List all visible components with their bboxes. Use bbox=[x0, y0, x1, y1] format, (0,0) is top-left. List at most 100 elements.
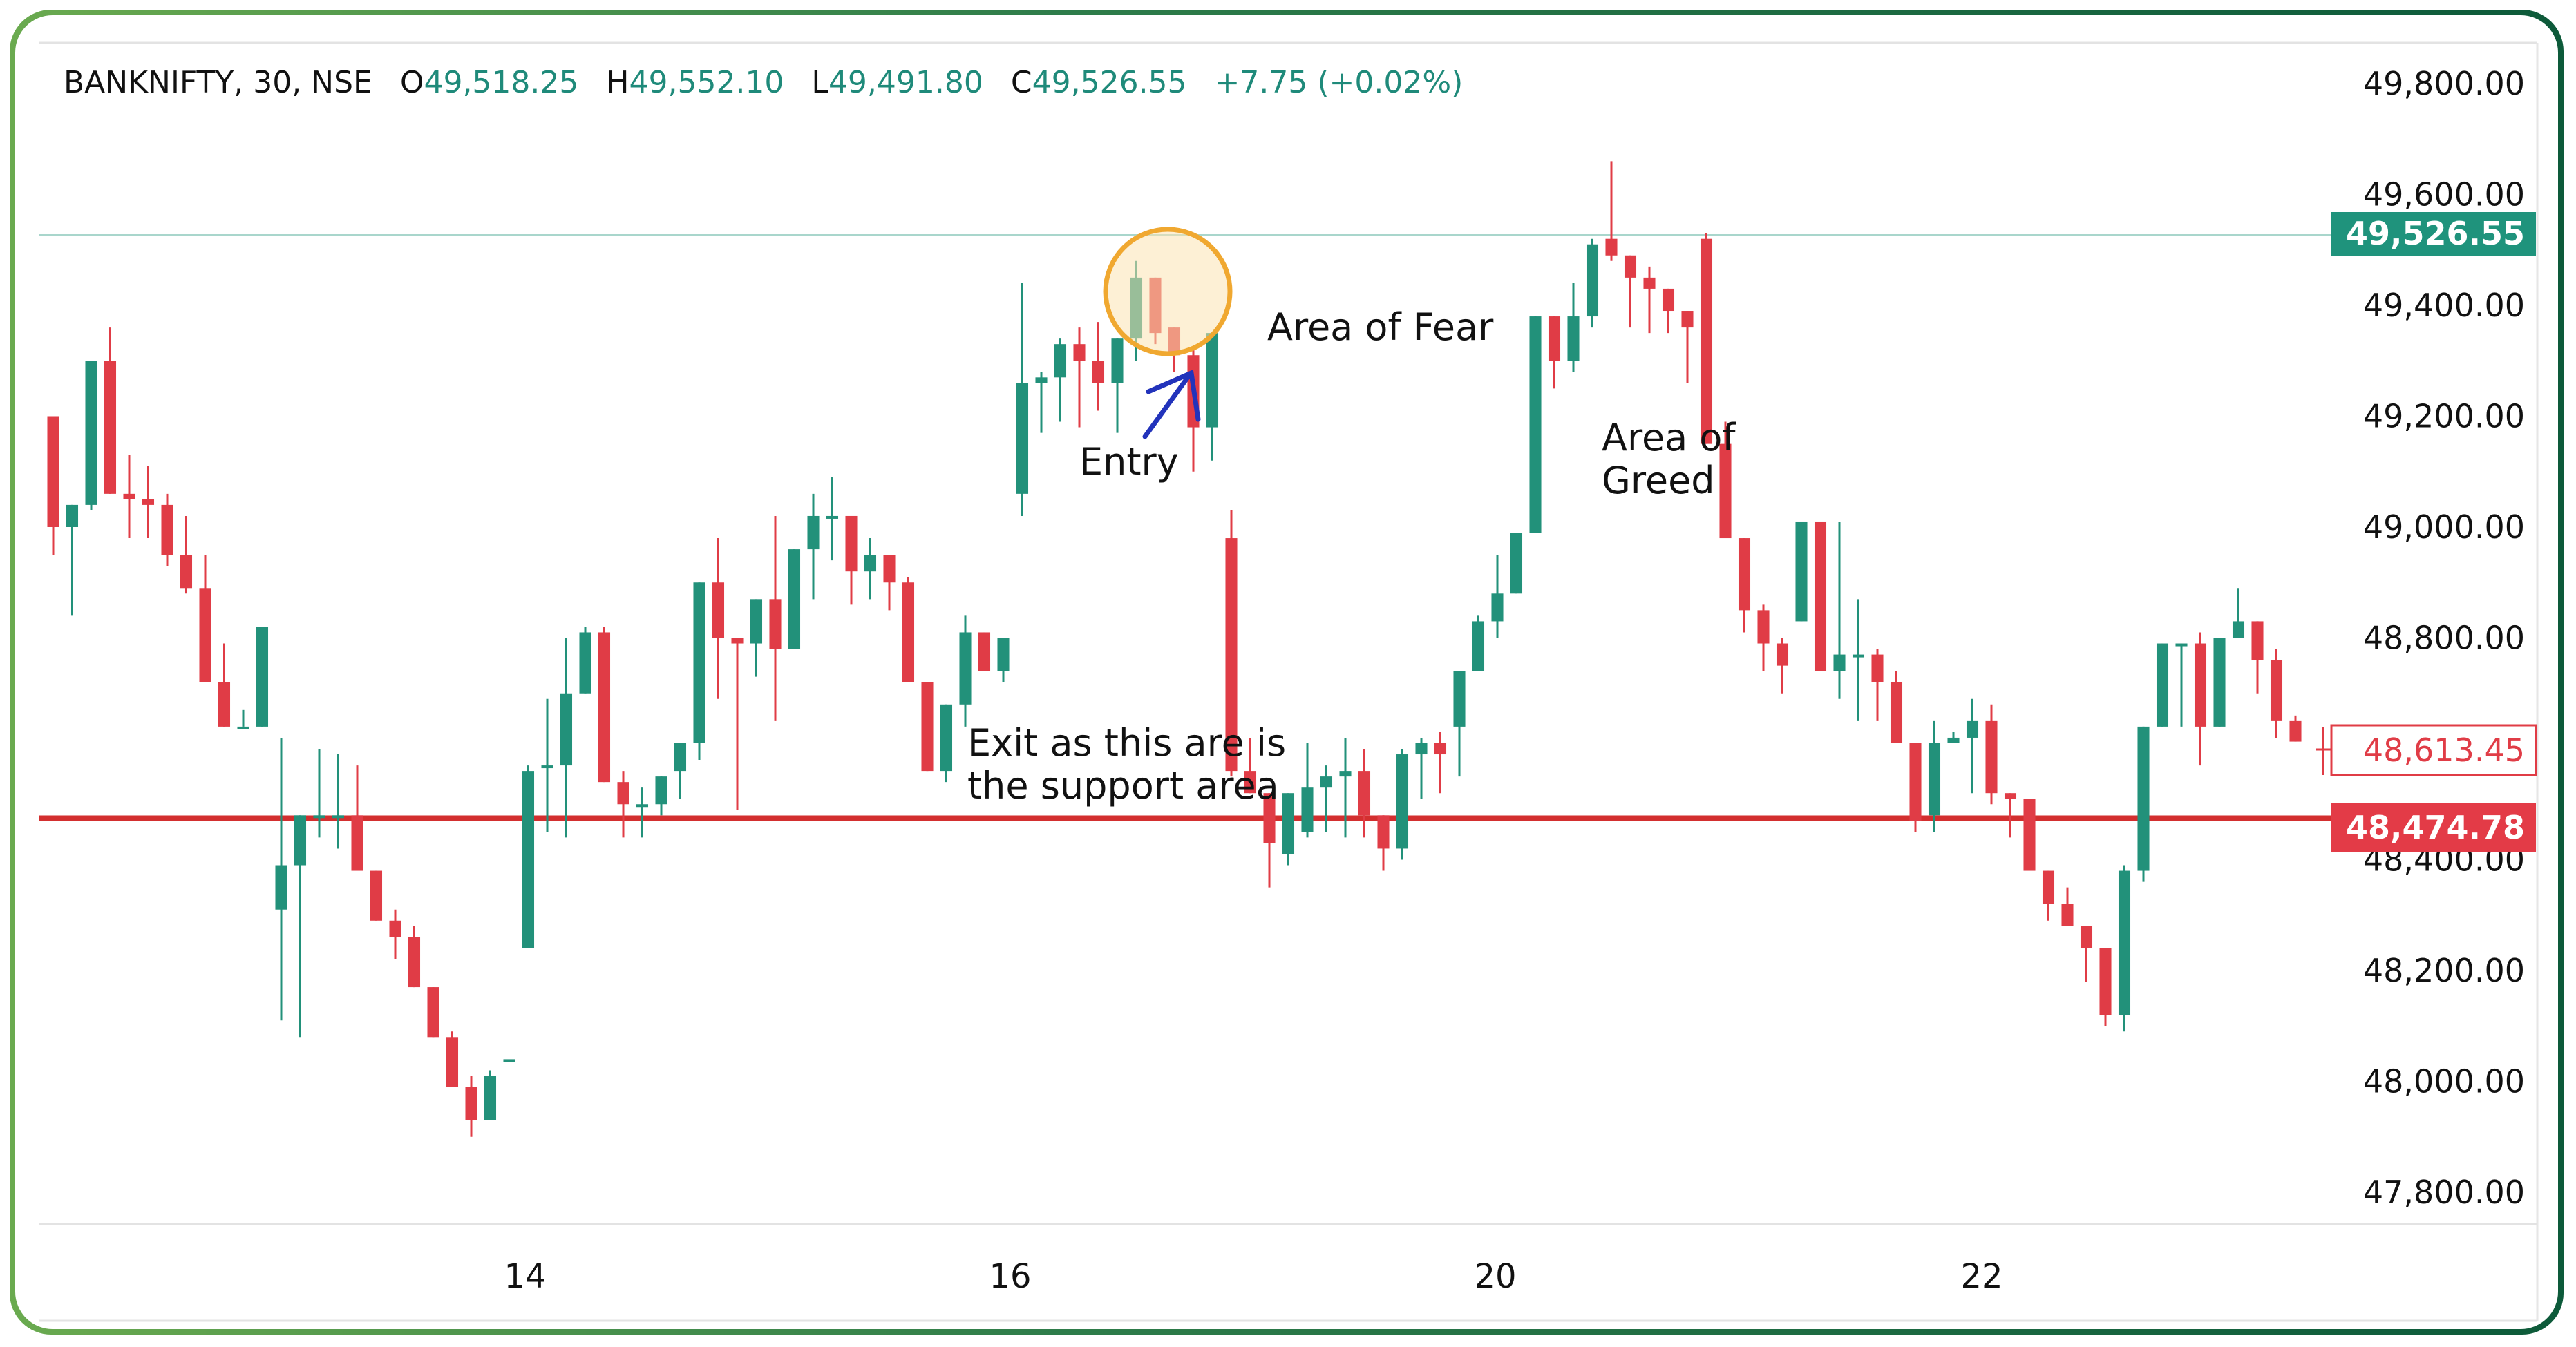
candle bbox=[199, 555, 211, 682]
price-tick-label: 49,600.00 bbox=[2363, 176, 2525, 213]
candle bbox=[883, 555, 896, 611]
candle bbox=[370, 870, 383, 921]
candle bbox=[674, 743, 687, 799]
candle bbox=[598, 627, 611, 783]
candle bbox=[902, 577, 915, 682]
price-tick-label: 49,200.00 bbox=[2363, 398, 2525, 435]
support-price-tag: 48,474.78 bbox=[2331, 803, 2536, 852]
time-axis[interactable]: 14 16 20 22 bbox=[504, 1257, 2002, 1296]
close-value: 49,526.55 bbox=[1032, 65, 1187, 100]
candle bbox=[864, 538, 877, 600]
time-tick-label: 20 bbox=[1474, 1257, 1516, 1296]
candle bbox=[465, 1076, 477, 1137]
candle bbox=[1225, 510, 1238, 777]
candle bbox=[1396, 749, 1409, 860]
candle bbox=[750, 599, 763, 677]
candle bbox=[2270, 649, 2283, 738]
candle bbox=[2061, 887, 2074, 926]
candle bbox=[123, 455, 135, 539]
price-tick-label: 48,000.00 bbox=[2363, 1063, 2525, 1100]
candle bbox=[446, 1031, 459, 1087]
candle bbox=[1681, 311, 1694, 383]
candle bbox=[1453, 671, 1466, 777]
low-value: 49,491.80 bbox=[828, 65, 983, 100]
candle bbox=[104, 327, 117, 494]
annotation-entry: Entry bbox=[1079, 440, 1179, 484]
candle bbox=[66, 504, 79, 616]
candle bbox=[2213, 638, 2226, 727]
candle bbox=[2023, 799, 2036, 871]
candle bbox=[1548, 316, 1561, 389]
candle bbox=[1700, 233, 1713, 444]
candle bbox=[2289, 715, 2302, 742]
annotation-exit-line2: the support area bbox=[967, 764, 1279, 808]
candle bbox=[332, 754, 345, 849]
candle bbox=[845, 515, 858, 605]
open-value: 49,518.25 bbox=[424, 65, 578, 100]
price-tick-label: 48,800.00 bbox=[2363, 620, 2525, 657]
candle bbox=[1054, 338, 1067, 422]
candlestick-chart[interactable]: 49,800.00 49,600.00 49,400.00 49,200.00 49,0… bbox=[15, 15, 2558, 1329]
candle bbox=[1510, 533, 1523, 594]
candle bbox=[1947, 732, 1960, 743]
candle bbox=[2004, 793, 2017, 838]
candle bbox=[218, 643, 231, 727]
chart-frame: 49,800.00 49,600.00 49,400.00 49,200.00 49,0… bbox=[10, 10, 2564, 1335]
price-tick-label: 49,000.00 bbox=[2363, 508, 2525, 546]
candle bbox=[731, 638, 744, 810]
candle bbox=[161, 493, 173, 566]
high-value: 49,552.10 bbox=[629, 65, 784, 100]
candle bbox=[1757, 604, 1770, 671]
annotation-greed-line1: Area of bbox=[1602, 416, 1736, 459]
candle bbox=[1871, 649, 1884, 721]
candle bbox=[503, 1059, 515, 1062]
candle bbox=[2232, 588, 2245, 638]
candle bbox=[1263, 793, 1276, 888]
highlight-circle bbox=[1103, 227, 1233, 356]
candle bbox=[693, 582, 705, 761]
candle bbox=[1567, 283, 1580, 372]
candle bbox=[47, 416, 59, 555]
candle bbox=[85, 361, 97, 510]
candle bbox=[655, 776, 667, 816]
candle bbox=[1795, 521, 1808, 622]
candle bbox=[1472, 615, 1485, 671]
candle bbox=[2175, 643, 2188, 727]
candle bbox=[313, 749, 325, 838]
candle bbox=[389, 909, 401, 959]
candle bbox=[1852, 599, 1865, 721]
candle bbox=[1244, 737, 1257, 794]
svg-text:49,526.55: 49,526.55 bbox=[2346, 215, 2525, 252]
annotation-greed-line2: Greed bbox=[1602, 459, 1715, 502]
candle bbox=[997, 638, 1010, 682]
candle bbox=[712, 538, 725, 699]
candle bbox=[1814, 521, 1827, 671]
candle bbox=[351, 765, 363, 871]
candle bbox=[1320, 765, 1333, 832]
candle bbox=[541, 698, 553, 832]
chart-panel: 49,800.00 49,600.00 49,400.00 49,200.00 49,0… bbox=[15, 15, 2558, 1329]
candle bbox=[294, 815, 307, 1038]
candle bbox=[1776, 638, 1789, 694]
candle bbox=[579, 627, 591, 694]
candle bbox=[1206, 333, 1219, 461]
candle bbox=[484, 1070, 497, 1120]
candle bbox=[1358, 749, 1371, 838]
candle bbox=[1966, 698, 1979, 794]
candle bbox=[2099, 948, 2112, 1026]
candle bbox=[921, 682, 934, 772]
ohlc-legend: BANKNIFTY, 30, NSE O49,518.25 H49,552.10… bbox=[64, 65, 1463, 100]
candle bbox=[1909, 743, 1922, 832]
candle bbox=[2118, 865, 2131, 1032]
price-tick-label: 47,800.00 bbox=[2363, 1174, 2525, 1211]
change-value: +7.75 (+0.02%) bbox=[1215, 65, 1464, 100]
candle bbox=[1301, 743, 1314, 838]
candle bbox=[1605, 161, 1618, 261]
candle bbox=[1529, 316, 1542, 533]
candle bbox=[1035, 372, 1048, 433]
candle bbox=[807, 493, 820, 600]
candle bbox=[2194, 632, 2207, 766]
candle bbox=[788, 549, 801, 649]
candle bbox=[522, 765, 535, 948]
candle bbox=[1624, 255, 1637, 328]
